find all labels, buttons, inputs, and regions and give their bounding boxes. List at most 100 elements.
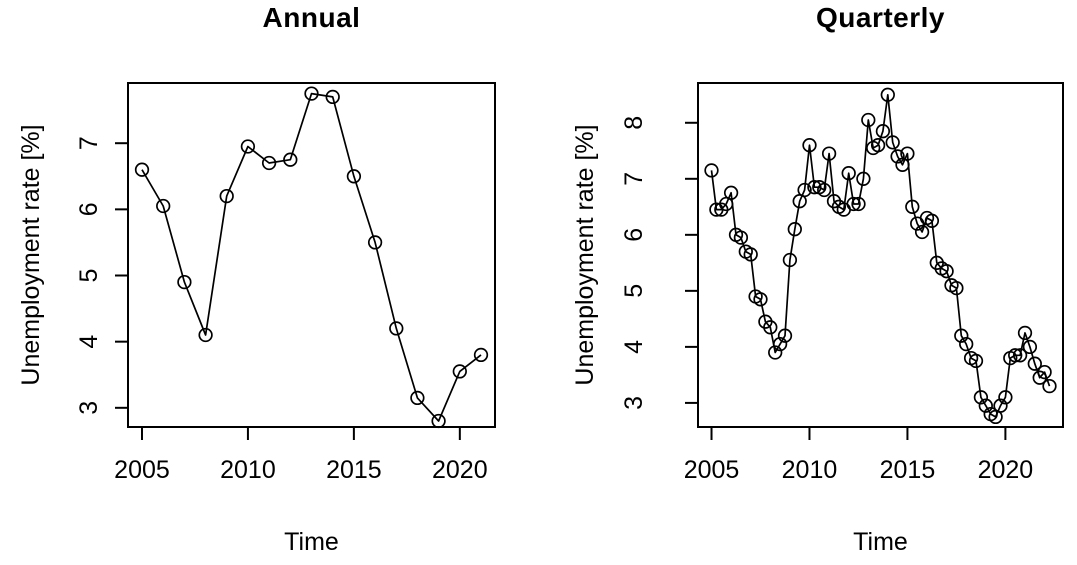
y-tick-label: 7 [620,172,648,186]
data-point-marker [261,155,277,171]
annual-x-axis: 2005 2010 2015 2020 [114,428,488,484]
y-tick-label: 8 [620,116,648,130]
y-tick-label: 4 [75,335,103,349]
quarterly-plot: 2005 2010 2015 2020 3 4 5 6 7 8 [620,82,1064,484]
data-point-marker [723,185,739,200]
data-point-marker [325,89,340,105]
data-point-marker [1017,325,1033,341]
data-point-marker [473,347,489,363]
data-point-marker [452,364,467,379]
data-point-marker [389,321,404,336]
data-point-marker [890,149,905,164]
data-point-marker [733,230,749,245]
x-tick-label: 2020 [432,456,488,484]
data-point-marker [856,171,871,186]
data-point-marker [1037,364,1052,380]
data-point-marker [782,252,798,268]
data-point-marker [346,169,362,184]
y-tick-label: 6 [620,228,648,242]
data-point-marker [817,182,832,198]
data-point-marker [973,390,989,405]
data-point-marker [802,138,817,153]
quarterly-panel: Quarterly Unemployment rate [%] Time 200… [539,0,1077,565]
data-point-marker [851,196,866,212]
data-point-marker [807,180,822,195]
x-tick-label: 2015 [326,456,382,484]
data-point-marker [885,135,900,150]
data-point-marker [198,327,213,343]
data-point-marker [177,274,192,290]
data-point-marker [431,413,446,429]
data-point-marker [993,398,1008,413]
x-tick-label: 2015 [880,456,936,484]
data-point-marker [240,139,256,154]
data-point-marker [283,152,298,167]
data-point-marker [797,182,812,198]
data-point-marker [1012,348,1028,363]
annual-chart-title: Annual [262,2,361,33]
data-point-marker [968,353,984,369]
data-point-marker [704,163,719,178]
data-point-marker [304,86,319,101]
data-point-marker [772,336,788,352]
quarterly-y-axis: 3 4 5 6 7 8 [620,116,697,410]
data-point-marker [841,166,856,181]
annual-y-axis: 3 4 5 6 7 [75,136,127,415]
y-tick-label: 6 [75,202,103,216]
data-point-marker [1042,378,1057,394]
y-tick-label: 7 [75,136,103,150]
quarterly-plot-box [697,82,1064,428]
annual-line [141,92,482,422]
y-tick-label: 5 [75,269,103,283]
x-tick-label: 2005 [684,456,740,484]
data-point-marker [156,198,171,214]
data-point-marker [846,196,861,212]
x-tick-label: 2005 [114,456,170,484]
x-tick-label: 2020 [978,456,1034,484]
data-point-marker [367,235,383,250]
quarterly-chart-title: Quarterly [816,2,945,33]
y-tick-label: 3 [75,401,103,415]
data-point-marker [914,224,930,240]
data-point-marker [861,112,876,128]
data-point-marker [743,247,758,262]
data-point-marker [998,390,1013,405]
data-point-marker [219,188,234,204]
y-tick-label: 4 [620,340,648,354]
data-point-marker [1022,339,1038,355]
data-point-marker [954,328,969,343]
data-point-marker [753,292,768,307]
annual-x-axis-label: Time [284,528,339,556]
data-point-marker [978,398,993,413]
data-point-marker [900,146,915,161]
data-point-marker [905,199,920,214]
x-tick-label: 2010 [220,456,276,484]
data-point-marker [949,280,964,296]
data-point-marker [1027,356,1042,371]
quarterly-x-axis-label: Time [853,528,908,556]
data-point-marker [870,138,886,153]
data-point-marker [959,336,974,352]
annual-plot: 2005 2010 2015 2020 3 4 5 6 7 [75,82,496,484]
quarterly-line [710,93,1051,418]
annual-panel: Annual Unemployment rate [%] Time 2005 20… [17,2,496,556]
y-tick-label: 5 [620,284,648,298]
data-point-marker [924,213,940,228]
y-tick-label: 3 [620,396,648,410]
data-point-marker [880,87,895,102]
data-point-marker [787,222,802,237]
annual-plot-box [127,82,496,428]
data-point-marker [410,390,425,406]
data-point-marker [875,124,891,139]
data-point-marker [777,328,793,343]
data-point-marker [763,320,778,335]
data-point-marker [1008,348,1023,363]
data-point-marker [939,264,954,279]
x-tick-label: 2010 [782,456,838,484]
data-point-marker [821,146,837,161]
data-point-marker [134,162,150,177]
annual-series [134,86,489,429]
data-point-marker [768,345,783,360]
quarterly-series [704,87,1057,425]
